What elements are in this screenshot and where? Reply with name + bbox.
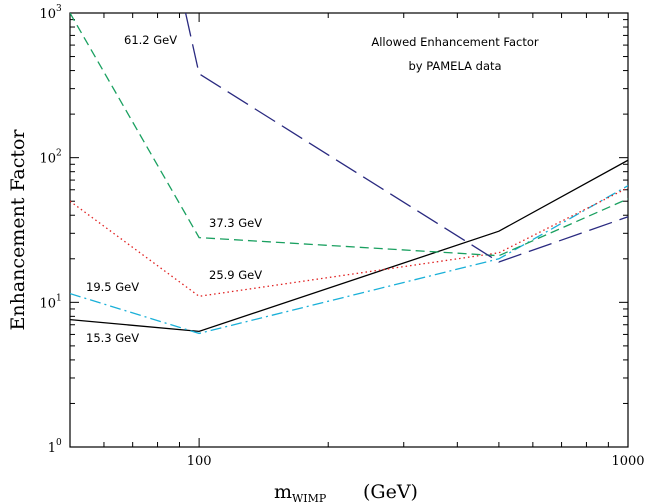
series-line-4 xyxy=(184,13,628,263)
series-label-1: 19.5 GeV xyxy=(86,280,139,294)
y-tick-label: 1 xyxy=(48,441,56,456)
x-tick-label: 100 xyxy=(187,454,212,469)
x-tick-label: 1000 xyxy=(611,454,644,469)
annotation-line-2: by PAMELA data xyxy=(408,59,501,73)
axis-ticks xyxy=(69,12,629,448)
y-tick-label: 10 xyxy=(39,152,56,167)
x-axis-label-unit: (GeV) xyxy=(363,481,418,503)
series-label-4: 61.2 GeV xyxy=(124,33,177,47)
series-line-3 xyxy=(70,13,628,257)
plot-frame xyxy=(69,12,629,448)
series-labels: 15.3 GeV 19.5 GeV 25.9 GeV 37.3 GeV 61.2 GeV xyxy=(86,33,262,345)
series-label-3: 37.3 GeV xyxy=(209,216,262,230)
annotation-line-1: Allowed Enhancement Factor xyxy=(371,35,539,49)
series-line-0 xyxy=(70,159,628,333)
y-axis-label: Enhancement Factor xyxy=(7,129,29,331)
x-axis-label-subscript: WIMP xyxy=(292,492,327,504)
y-tick-label: 10 xyxy=(39,7,56,22)
series-label-0: 15.3 GeV xyxy=(86,331,139,345)
y-tick-label-exponent: 2 xyxy=(56,149,62,159)
series-line-2 xyxy=(70,187,628,297)
x-axis-label-main: m xyxy=(274,481,292,503)
data-series xyxy=(70,13,628,335)
x-axis-label: m WIMP (GeV) xyxy=(274,481,418,504)
series-label-2: 25.9 GeV xyxy=(209,268,262,282)
series-line-1 xyxy=(70,185,628,335)
y-tick-label: 10 xyxy=(39,296,56,311)
y-tick-label-exponent: 1 xyxy=(56,293,62,303)
y-tick-label-exponent: 0 xyxy=(56,438,62,448)
y-tick-label-exponent: 3 xyxy=(56,4,62,14)
